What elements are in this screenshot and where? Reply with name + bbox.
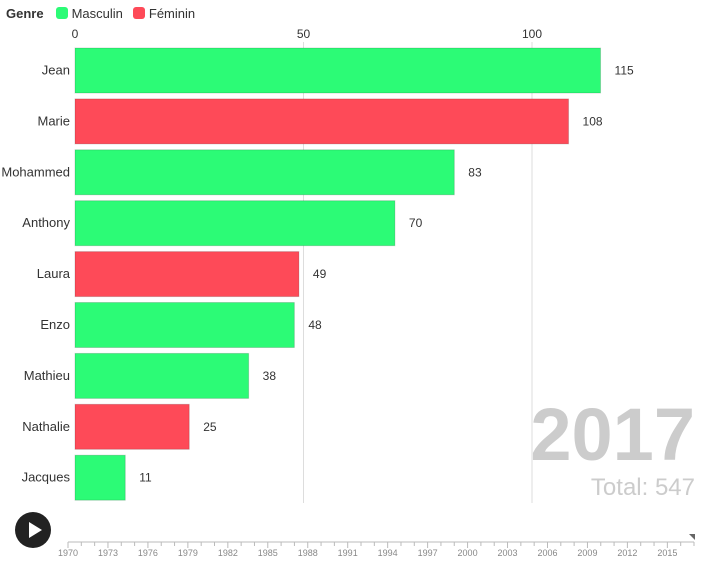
timeline-year-label[interactable]: 2015 [657,548,677,558]
timeline-year-label[interactable]: 1979 [178,548,198,558]
category-label: Enzo [40,317,70,332]
category-label: Nathalie [22,419,70,434]
x-tick-label: 50 [297,27,311,41]
timeline-year-label[interactable]: 2003 [498,548,518,558]
bar-chart: 0 50 100 Jean 115 Marie 108 Mohammed 83 Anthony 70… [1,27,634,503]
bar-nathalie[interactable] [74,403,190,450]
legend-item-feminin[interactable]: Féminin [132,5,196,21]
data-label: 83 [468,165,482,179]
bar-laura[interactable] [74,251,300,298]
bar-enzo[interactable] [74,302,295,348]
timeline-year-label[interactable]: 1988 [298,548,318,558]
legend-title: Genre [6,5,44,21]
bar-anthony[interactable] [74,200,396,247]
timeline-year-label[interactable]: 2006 [537,548,557,558]
data-label: 108 [583,114,603,128]
total-count: Total: 547 [591,476,695,500]
legend: Genre Masculin Féminin [6,4,205,22]
play-button[interactable] [15,512,51,548]
data-label: 70 [409,216,423,230]
legend-item-masculin[interactable]: Masculin [55,5,123,21]
data-label: 49 [313,267,327,281]
bar-mathieu[interactable] [74,352,250,399]
bar-marie[interactable] [74,98,570,145]
timeline-slider[interactable]: 1970 1973 1976 1979 1982 1985 1988 1991 1994 1997… [0,528,701,567]
legend-swatch-feminin [132,7,145,19]
timeline-year-label[interactable]: 2000 [458,548,478,558]
bar-jacques[interactable] [74,454,126,501]
timeline-year-label[interactable]: 1982 [218,548,238,558]
timeline-year-label[interactable]: 1994 [378,548,398,558]
category-label: Anthony [22,215,70,230]
timeline-year-label[interactable]: 2012 [617,548,637,558]
total-label: Total: 547 [590,474,695,501]
legend-label-masculin: Masculin [71,5,123,21]
category-label: Mathieu [24,368,70,383]
timeline-year-label[interactable]: 1976 [138,548,158,558]
legend-label-feminin: Féminin [148,5,196,21]
category-label: Jacques [22,470,71,485]
x-tick-label: 0 [72,27,79,41]
category-label: Marie [37,113,70,128]
play-icon [29,522,42,538]
timeline-year-label[interactable]: 2009 [577,548,597,558]
x-tick-label: 100 [522,27,542,41]
timeline-handle[interactable] [689,534,695,540]
timeline-year-label[interactable]: 1973 [98,548,118,558]
data-label: 48 [308,318,322,332]
data-label: 11 [139,471,152,485]
data-label: 25 [203,420,217,434]
timeline-year-label[interactable]: 1991 [338,548,358,558]
timeline-year-label[interactable]: 1970 [58,548,78,558]
bar-jean[interactable] [74,47,602,94]
current-year: 2017 [530,393,695,476]
data-label: 115 [615,64,634,78]
timeline-year-label[interactable]: 1985 [258,548,278,558]
category-label: Laura [37,266,71,281]
timeline-year-label[interactable]: 1997 [418,548,438,558]
category-label: Jean [42,63,70,78]
legend-swatch-masculin [55,7,68,19]
category-label: Mohammed [1,164,70,179]
bar-mohammed[interactable] [74,149,455,196]
data-label: 38 [263,369,277,383]
